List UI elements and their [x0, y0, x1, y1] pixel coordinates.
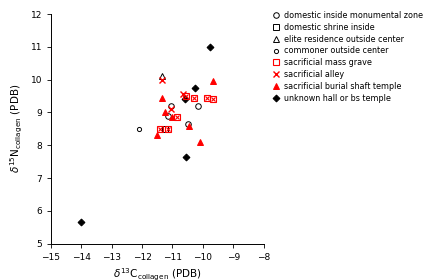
Line: sacrificial alley: sacrificial alley: [159, 77, 186, 112]
sacrificial burial shaft temple: [155, 134, 160, 137]
sacrificial burial shaft temple: [162, 111, 167, 114]
Line: domestic inside monumental zone: domestic inside monumental zone: [165, 103, 201, 127]
sacrificial burial shaft temple: [211, 80, 216, 83]
domestic inside monumental zone: [165, 114, 170, 117]
unknown hall or bs temple: [182, 98, 187, 101]
domestic inside monumental zone: [168, 104, 173, 108]
domestic inside monumental zone: [196, 104, 201, 108]
domestic inside monumental zone: [185, 122, 190, 125]
sacrificial alley: [159, 78, 164, 81]
sacrificial burial shaft temple: [187, 124, 192, 127]
unknown hall or bs temple: [208, 45, 213, 48]
Line: unknown hall or bs temple: unknown hall or bs temple: [79, 44, 213, 225]
unknown hall or bs temple: [184, 155, 189, 158]
Y-axis label: $\delta^{15}$N$_{\mathregular{collagen}}$ (PDB): $\delta^{15}$N$_{\mathregular{collagen}}…: [9, 84, 25, 173]
Legend: domestic inside monumental zone, domestic shrine inside, elite residence outside: domestic inside monumental zone, domesti…: [270, 10, 425, 104]
unknown hall or bs temple: [79, 221, 84, 224]
X-axis label: $\delta^{13}$C$_{\mathregular{collagen}}$ (PDB): $\delta^{13}$C$_{\mathregular{collagen}}…: [113, 267, 201, 280]
unknown hall or bs temple: [193, 86, 198, 90]
sacrificial burial shaft temple: [159, 96, 164, 99]
sacrificial burial shaft temple: [197, 140, 202, 144]
sacrificial alley: [168, 108, 173, 111]
Line: sacrificial burial shaft temple: sacrificial burial shaft temple: [154, 78, 216, 145]
sacrificial alley: [181, 93, 186, 96]
sacrificial burial shaft temple: [170, 116, 175, 119]
